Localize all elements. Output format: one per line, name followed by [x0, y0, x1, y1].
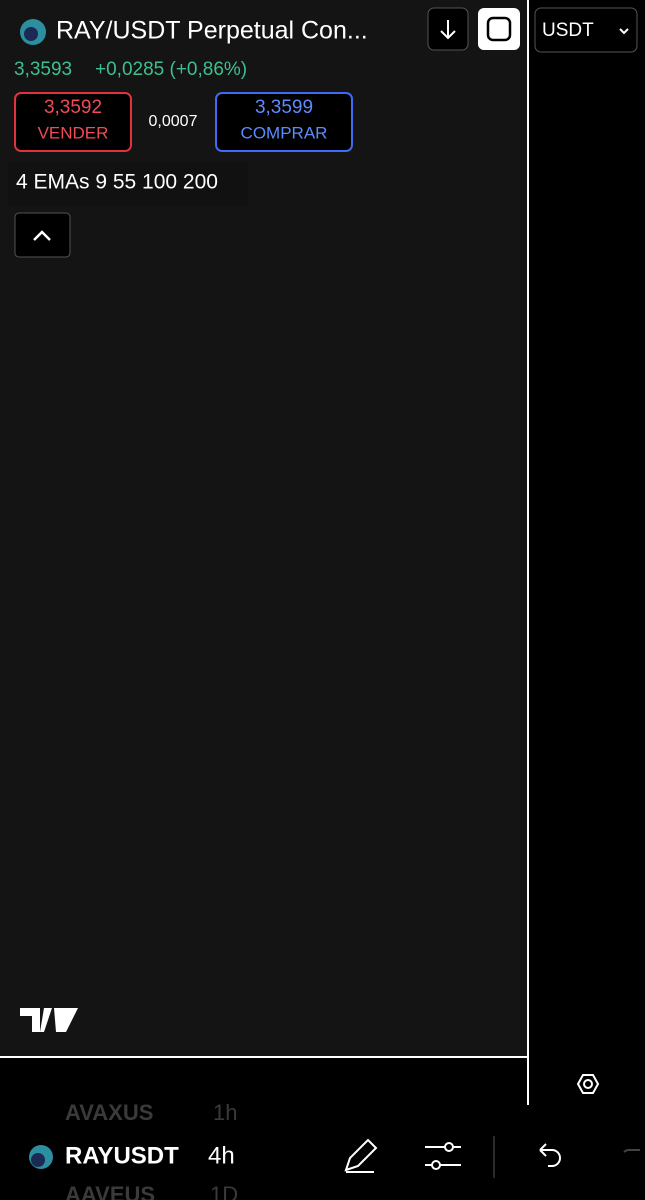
currency-select[interactable]: [534, 7, 638, 53]
time-axis-background: [0, 1057, 645, 1105]
symbol-logo: [31, 1153, 45, 1167]
legend-background: [8, 162, 248, 206]
draw-tool[interactable]: [344, 1138, 378, 1173]
sell-button[interactable]: [14, 92, 132, 152]
redo-button[interactable]: [623, 1149, 640, 1153]
undo-button[interactable]: [539, 1143, 561, 1167]
spread: 0,0007: [149, 113, 198, 130]
faded-symbol: AAVEUS: [65, 1182, 155, 1200]
chevron-up: [33, 230, 51, 241]
settings-icon[interactable]: [576, 1074, 600, 1094]
interval-select[interactable]: 4h: [208, 1142, 235, 1169]
settings-icon: [583, 1079, 593, 1089]
currency-label: USDT: [542, 20, 594, 41]
price-axis-background: [528, 0, 645, 1057]
sell-label: VENDER: [38, 123, 109, 142]
last-price: 3,3593: [14, 59, 72, 80]
legend: 4 EMAs 9 55 100 200: [16, 171, 218, 194]
plot-background: [0, 0, 528, 1057]
faded-symbol: AVAXUS: [65, 1100, 153, 1125]
indicators-tool: [431, 1160, 441, 1170]
faded-interval: 1h: [213, 1100, 237, 1125]
faded-interval: 1D: [210, 1182, 238, 1200]
toolbar: [0, 1106, 645, 1200]
buy-label: COMPRAR: [241, 123, 328, 142]
collapse-button[interactable]: [14, 212, 71, 258]
buy-price: 3,3599: [255, 97, 313, 118]
symbol-select[interactable]: RAYUSDT: [65, 1142, 179, 1169]
price-change: +0,0285 (+0,86%): [95, 59, 247, 80]
symbol-title: RAY/USDT Perpetual Con...: [56, 17, 368, 45]
indicators-tool: [444, 1142, 454, 1152]
buy-button[interactable]: [215, 92, 353, 152]
fullscreen-button[interactable]: [478, 8, 520, 50]
download-icon: [440, 20, 456, 40]
tv-logo: [20, 1008, 78, 1032]
sell-price: 3,3592: [44, 97, 102, 118]
symbol-logo: [24, 27, 38, 41]
fullscreen-icon: [486, 16, 512, 42]
chevron-down: [619, 28, 629, 35]
